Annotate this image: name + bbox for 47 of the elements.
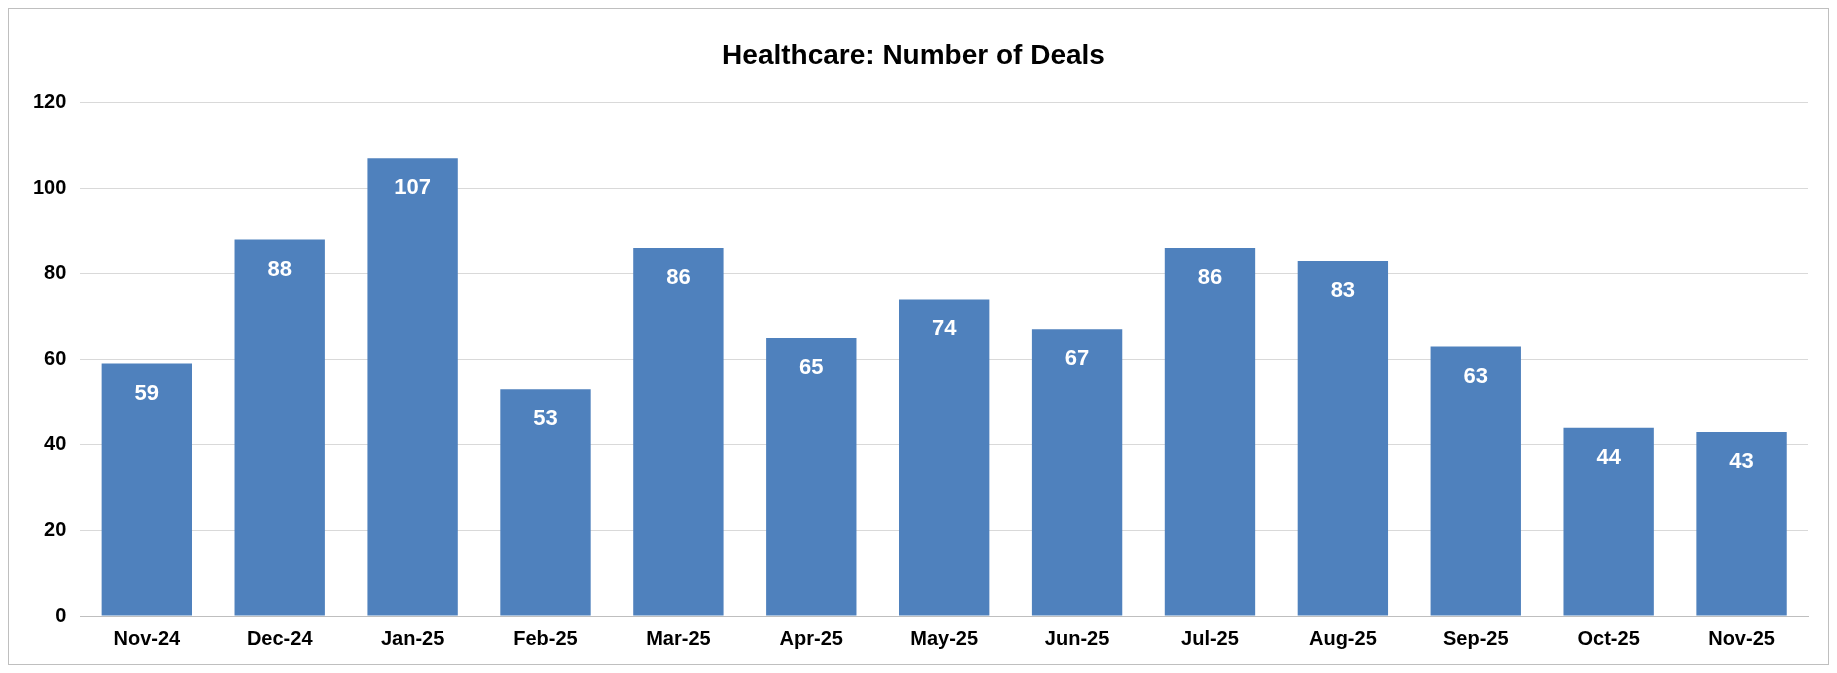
data-label: 43 [1729,448,1754,474]
data-label: 44 [1596,443,1622,469]
data-label: 63 [1463,362,1489,388]
data-label: 74 [931,315,958,341]
y-tick-label: 120 [32,90,67,113]
bar [1164,248,1256,616]
bar [766,337,857,616]
bar [234,239,325,616]
data-label: 88 [267,255,292,281]
bar [101,363,192,616]
y-tick-label: 100 [32,175,67,198]
x-tick-label: Dec-24 [246,626,314,649]
y-tick-label: 20 [44,517,67,540]
data-label: 86 [1197,264,1223,290]
bar [500,389,591,616]
bar [367,158,458,616]
x-tick-label: Jul-25 [1181,626,1239,649]
y-tick-label: 40 [44,432,67,455]
bar [633,248,724,616]
x-tick-label: Jan-25 [380,626,445,649]
data-label: 67 [1064,345,1090,371]
x-tick-label: Oct-25 [1577,626,1640,649]
x-tick-label: Aug-25 [1308,626,1377,649]
x-tick-label: Feb-25 [513,626,578,649]
x-tick-label: Apr-25 [779,626,843,649]
data-label: 53 [533,405,558,431]
bar [899,299,990,616]
y-tick-label: 80 [44,261,67,284]
x-tick-label: Jun-25 [1044,626,1110,649]
x-tick-label: Mar-25 [646,626,711,649]
y-tick-label: 0 [55,603,67,626]
bar [1031,329,1123,616]
data-label: 83 [1330,276,1356,302]
y-tick-label: 60 [44,346,67,369]
x-tick-label: Nov-25 [1708,626,1775,649]
bar [1430,346,1521,616]
bar [1563,427,1654,616]
chart-title: Healthcare: Number of Deals [722,38,1105,70]
data-label: 59 [134,379,160,405]
x-tick-label: May-25 [910,626,979,649]
x-tick-label: Sep-25 [1442,626,1509,649]
data-label: 86 [666,264,691,290]
bar [1696,432,1787,616]
x-tick-label: Nov-24 [113,626,182,649]
bar [1297,260,1389,616]
data-label: 107 [394,174,431,200]
data-label: 65 [799,353,824,379]
